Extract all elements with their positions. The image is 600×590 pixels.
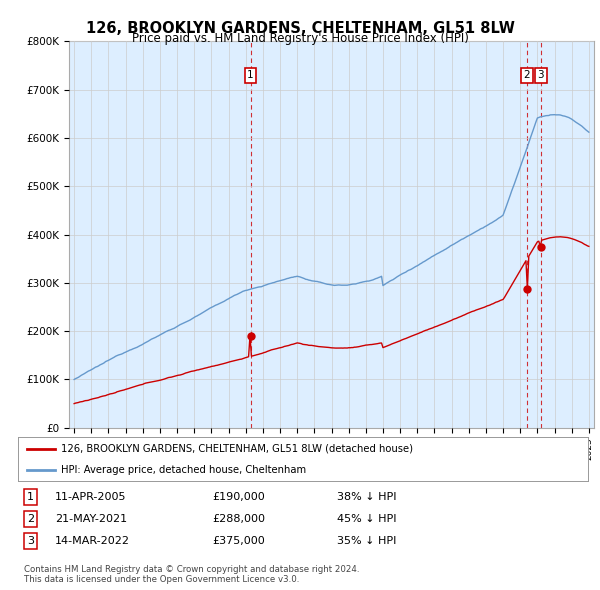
Text: 1: 1 [27, 492, 34, 502]
Text: 2: 2 [27, 514, 34, 524]
Text: Contains HM Land Registry data © Crown copyright and database right 2024.: Contains HM Land Registry data © Crown c… [24, 565, 359, 574]
Text: 3: 3 [538, 70, 544, 80]
Text: 38% ↓ HPI: 38% ↓ HPI [337, 492, 397, 502]
Text: 2: 2 [523, 70, 530, 80]
Text: 3: 3 [27, 536, 34, 546]
Text: 1: 1 [247, 70, 254, 80]
Text: 35% ↓ HPI: 35% ↓ HPI [337, 536, 397, 546]
Text: 45% ↓ HPI: 45% ↓ HPI [337, 514, 397, 524]
Text: £288,000: £288,000 [212, 514, 265, 524]
Text: 126, BROOKLYN GARDENS, CHELTENHAM, GL51 8LW (detached house): 126, BROOKLYN GARDENS, CHELTENHAM, GL51 … [61, 444, 413, 454]
Text: 11-APR-2005: 11-APR-2005 [55, 492, 127, 502]
Text: 14-MAR-2022: 14-MAR-2022 [55, 536, 130, 546]
Text: HPI: Average price, detached house, Cheltenham: HPI: Average price, detached house, Chel… [61, 465, 306, 475]
Text: 126, BROOKLYN GARDENS, CHELTENHAM, GL51 8LW: 126, BROOKLYN GARDENS, CHELTENHAM, GL51 … [86, 21, 514, 35]
Text: 21-MAY-2021: 21-MAY-2021 [55, 514, 127, 524]
Text: £190,000: £190,000 [212, 492, 265, 502]
Text: Price paid vs. HM Land Registry's House Price Index (HPI): Price paid vs. HM Land Registry's House … [131, 32, 469, 45]
Text: This data is licensed under the Open Government Licence v3.0.: This data is licensed under the Open Gov… [24, 575, 299, 584]
Text: £375,000: £375,000 [212, 536, 265, 546]
